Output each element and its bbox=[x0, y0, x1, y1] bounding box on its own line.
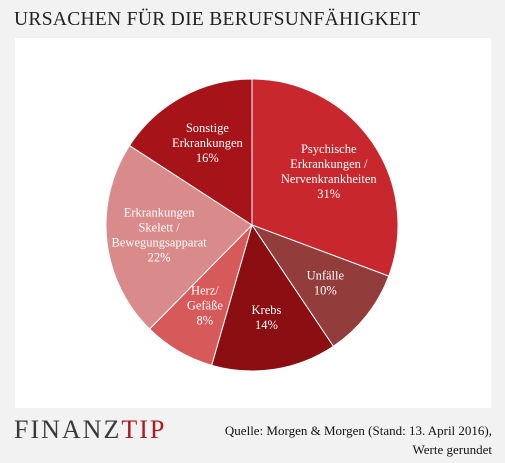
slice-category-label: Bewegungsapparat bbox=[112, 236, 208, 250]
slice-value-label: 14% bbox=[255, 318, 278, 332]
slice-category-label: Unfälle bbox=[307, 268, 345, 282]
slice-label-0: Psychische Erkrankungen / Nervenkrankheite… bbox=[281, 142, 378, 201]
source-note: Quelle: Morgen & Morgen (Stand: 13. Apri… bbox=[225, 421, 492, 459]
source-line-2: Werte gerundet bbox=[412, 442, 492, 457]
slice-label-3: Herz/Gefäße 8% bbox=[187, 284, 224, 328]
slice-category-label: Nervenkrankheiten bbox=[281, 172, 378, 186]
slice-category-label: Skelett / bbox=[138, 221, 180, 235]
slice-category-label: Erkrankungen / bbox=[290, 157, 368, 171]
slice-label-5: Sonstige Erkrankungen 16% bbox=[172, 121, 244, 165]
logo-part-tip: TIP bbox=[121, 415, 167, 444]
slice-value-label: 31% bbox=[317, 187, 340, 201]
slice-category-label: Krebs bbox=[252, 303, 282, 317]
pie-slice-4 bbox=[105, 144, 253, 330]
slice-label-2: Krebs 14% bbox=[252, 303, 282, 332]
slice-category-label: Sonstige bbox=[186, 121, 230, 135]
slice-category-label: Herz/ bbox=[191, 284, 219, 298]
slice-category-label: Gefäße bbox=[187, 299, 224, 313]
slice-value-label: 22% bbox=[148, 251, 171, 265]
slice-category-label: Erkrankungen bbox=[172, 136, 244, 150]
chart-title: URSACHEN FÜR DIE BERUFSUNFÄHIGKEIT bbox=[14, 9, 421, 30]
pie-slice-0 bbox=[251, 78, 399, 277]
slice-category-label: Erkrankungen bbox=[124, 206, 196, 220]
slice-category-label: Psychische bbox=[301, 142, 357, 156]
slice-value-label: 8% bbox=[197, 314, 214, 328]
pie-slice-1 bbox=[250, 223, 390, 347]
pie-slice-5 bbox=[128, 78, 253, 226]
logo-part-finanz: FINANZ bbox=[14, 415, 122, 444]
source-line-1: Quelle: Morgen & Morgen (Stand: 13. Apri… bbox=[224, 423, 492, 438]
finanztip-logo: FINANZTIP bbox=[14, 415, 166, 445]
slice-value-label: 16% bbox=[196, 151, 219, 165]
chart-panel: Psychische Erkrankungen / Nervenkrankheite… bbox=[15, 38, 491, 408]
pie-slice-2 bbox=[211, 223, 335, 372]
slice-value-label: 10% bbox=[314, 283, 337, 297]
pie-chart: Psychische Erkrankungen / Nervenkrankheite… bbox=[105, 78, 399, 372]
slice-label-1: Unfälle 10% bbox=[307, 268, 345, 297]
slice-label-4: Erkrankungen Skelett / Bewegungsapparat 22% bbox=[112, 206, 208, 265]
